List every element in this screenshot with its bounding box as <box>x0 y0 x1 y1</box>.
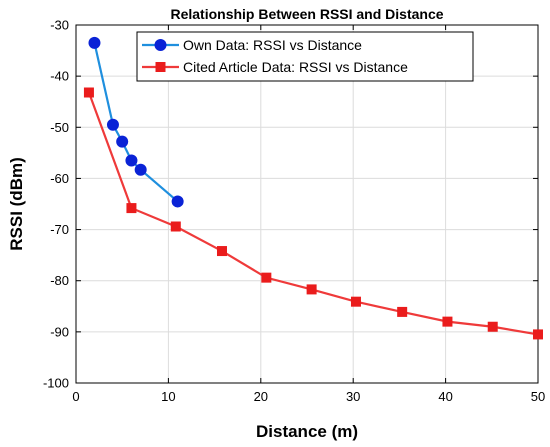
series-line <box>93 42 179 203</box>
data-point <box>397 306 408 317</box>
y-tick-label: -50 <box>50 120 69 135</box>
series-1 <box>88 36 184 208</box>
x-tick-label: 40 <box>438 389 452 404</box>
y-tick-label: -40 <box>50 69 69 84</box>
x-tick-label: 0 <box>72 389 79 404</box>
data-point <box>350 296 361 307</box>
x-axis-title: Distance (m) <box>256 422 358 441</box>
legend-box <box>136 31 474 82</box>
y-tick-label: -80 <box>50 273 69 288</box>
chart-title: Relationship Between RSSI and Distance <box>170 6 443 22</box>
plot-area <box>75 24 539 384</box>
data-point <box>88 36 101 49</box>
data-point <box>134 163 147 176</box>
data-point <box>306 284 317 295</box>
data-point <box>106 118 119 131</box>
legend-marker <box>154 39 167 51</box>
data-point <box>533 329 543 340</box>
x-tick-label: 20 <box>254 389 268 404</box>
legend-marker <box>155 62 166 72</box>
data-point <box>442 316 453 327</box>
data-point <box>171 195 184 208</box>
x-tick-label: 10 <box>161 389 175 404</box>
y-tick-label: -100 <box>43 376 69 391</box>
y-tick-label: -90 <box>50 324 69 339</box>
data-point <box>170 221 181 232</box>
data-point <box>216 246 227 257</box>
y-tick-label: -70 <box>50 222 69 237</box>
data-point <box>487 321 498 332</box>
axis-ticks: 0 10 20 30 40 50 -100 -90 -80 -70 -60 -50 -40 -30 <box>43 18 545 405</box>
legend: Own Data: RSSI vs Distance Cited Article … <box>136 31 474 82</box>
x-tick-label: 30 <box>346 389 360 404</box>
y-tick-label: -30 <box>50 18 69 33</box>
data-point <box>125 154 138 167</box>
y-tick-label: -60 <box>50 171 69 186</box>
data-point <box>126 203 137 214</box>
series-line <box>87 92 539 336</box>
legend-label: Cited Article Data: RSSI vs Distance <box>183 59 408 75</box>
data-point <box>116 135 129 148</box>
series-2 <box>83 87 543 340</box>
data-point <box>83 87 94 98</box>
x-tick-label: 50 <box>531 389 545 404</box>
series-layer <box>83 36 543 340</box>
y-axis-title: RSSI (dBm) <box>7 157 26 251</box>
legend-label: Own Data: RSSI vs Distance <box>183 37 362 53</box>
data-point <box>261 272 272 283</box>
